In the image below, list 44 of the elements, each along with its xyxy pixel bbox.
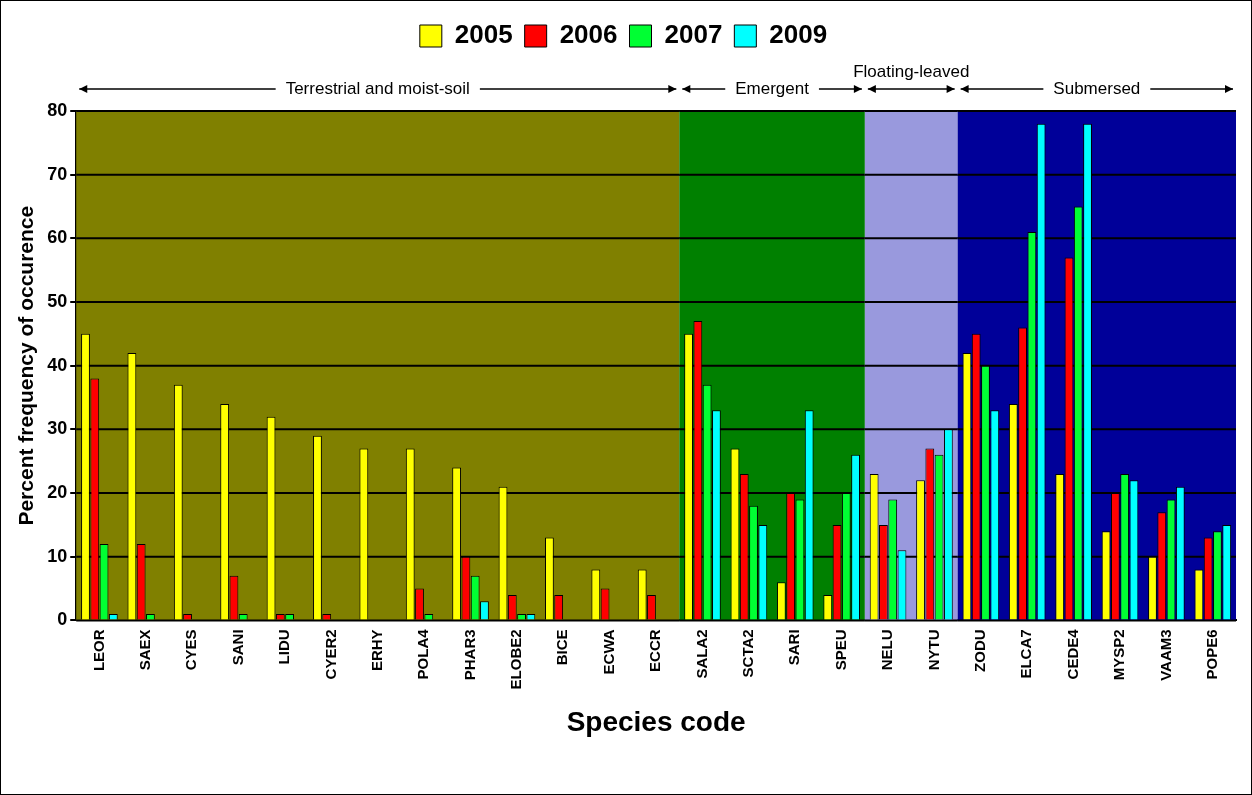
y-tick-label: 60 bbox=[47, 227, 68, 248]
y-tick-label: 70 bbox=[47, 163, 68, 184]
x-tick-label: VAAM3 bbox=[1156, 629, 1174, 681]
legend-label: 2009 bbox=[769, 19, 828, 50]
x-tick-label: SAEX bbox=[135, 629, 153, 671]
y-tick-label: 50 bbox=[47, 290, 68, 311]
band-label: Emergent bbox=[735, 78, 810, 98]
x-axis-title: Species code bbox=[566, 705, 746, 737]
y-tick-label: 80 bbox=[47, 99, 68, 120]
legend-label: 2005 bbox=[454, 19, 513, 50]
legend-label: 2007 bbox=[664, 19, 723, 50]
y-tick-label: 40 bbox=[47, 354, 68, 375]
x-tick-label: ZODU bbox=[970, 629, 988, 672]
x-tick-label: ECCR bbox=[646, 629, 664, 672]
x-tick-label: ECWA bbox=[599, 629, 617, 675]
x-tick-label: CYER2 bbox=[321, 629, 339, 680]
x-tick-label: NYTU bbox=[924, 629, 942, 671]
x-tick-label: MYSP2 bbox=[1110, 629, 1128, 681]
y-tick-label: 30 bbox=[47, 418, 68, 439]
x-tick-label: SCTA2 bbox=[739, 629, 757, 678]
x-tick-label: ERHY bbox=[367, 629, 385, 672]
y-tick-label: 10 bbox=[47, 545, 68, 566]
x-tick-label: NELU bbox=[878, 629, 896, 671]
x-tick-label: LIDU bbox=[275, 629, 293, 665]
x-tick-label: POLA4 bbox=[414, 628, 432, 680]
band-label: Submersed bbox=[1053, 78, 1141, 98]
x-tick-label: POPE6 bbox=[1202, 629, 1220, 680]
x-tick-label: ELCA7 bbox=[1017, 629, 1035, 679]
y-tick-label: 0 bbox=[57, 609, 68, 630]
band-label: Terrestrial and moist-soil bbox=[285, 78, 470, 98]
y-axis-title: Percent frequency of occurence bbox=[14, 205, 38, 526]
x-tick-label: BICE bbox=[553, 629, 571, 666]
x-tick-label: ELOBE2 bbox=[507, 629, 525, 690]
legend-label: 2006 bbox=[559, 19, 618, 50]
x-tick-label: PHAR3 bbox=[460, 629, 478, 681]
x-tick-label: CYES bbox=[182, 629, 200, 671]
y-tick-label: 20 bbox=[47, 482, 68, 503]
x-tick-label: SARI bbox=[785, 629, 803, 666]
band-label: Floating-leaved bbox=[853, 61, 970, 81]
x-tick-label: CEDE4 bbox=[1063, 628, 1081, 680]
x-tick-label: SANI bbox=[228, 629, 246, 666]
x-tick-label: SPEU bbox=[831, 629, 849, 671]
x-tick-label: LEOR bbox=[89, 629, 107, 672]
x-tick-label: SALA2 bbox=[692, 629, 710, 679]
